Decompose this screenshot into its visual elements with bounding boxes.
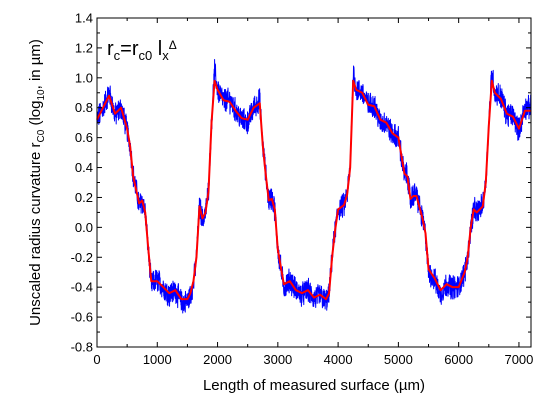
formula-annotation: rc=rc0 lxΔ <box>107 38 177 63</box>
y-tick-label: 1.4 <box>75 11 93 26</box>
y-tick-label: 1.2 <box>75 40 93 55</box>
x-tick-label: 6000 <box>444 352 473 367</box>
series-line-2 <box>96 79 531 301</box>
y-tick-label: -0.4 <box>71 280 93 295</box>
x-tick-label: 0 <box>93 352 100 367</box>
y-tick-label: 0.0 <box>75 220 93 235</box>
y-tick-label: 0.6 <box>75 130 93 145</box>
series-line-1 <box>96 58 532 314</box>
formula-part: c <box>114 48 121 63</box>
x-tick-label: 7000 <box>504 352 533 367</box>
x-tick-label: 5000 <box>384 352 413 367</box>
x-axis-label: Length of measured surface (µm) <box>203 377 425 394</box>
series-layer <box>96 58 532 314</box>
x-tick-label: 3000 <box>263 352 292 367</box>
formula-part: r <box>107 38 114 60</box>
formula-part: l <box>152 38 162 60</box>
formula-part: x <box>162 48 169 63</box>
y-tick-label: -0.2 <box>71 250 93 265</box>
x-tick-label: 4000 <box>324 352 353 367</box>
formula-part: c0 <box>139 48 153 63</box>
formula-part: =r <box>120 38 139 60</box>
x-tick-label: 2000 <box>203 352 232 367</box>
y-axis-label-part: Unscaled radius curvature r <box>27 143 44 326</box>
y-tick-label: 0.8 <box>75 100 93 115</box>
y-tick-label: 0.4 <box>75 160 93 175</box>
y-tick-label: 0.2 <box>75 190 93 205</box>
y-tick-label: 1.0 <box>75 70 93 85</box>
x-tick-label: 1000 <box>143 352 172 367</box>
y-tick-label: -0.6 <box>71 310 93 325</box>
y-tick-label: -0.8 <box>71 340 93 355</box>
y-axis-label-part: , in µm) <box>27 39 44 89</box>
y-axis-label-part: C0 <box>36 129 47 142</box>
y-axis-label-part: 10 <box>36 89 47 101</box>
y-axis-label: Unscaled radius curvature rC0 (log10, in… <box>27 39 47 326</box>
y-axis-label-part: (log <box>27 101 44 130</box>
formula-part: Δ <box>169 38 177 52</box>
ticks-layer: 0 1000 2000 3000 4000 5000 6000 7000 -0.8 -0.6 -0.… <box>71 11 534 368</box>
